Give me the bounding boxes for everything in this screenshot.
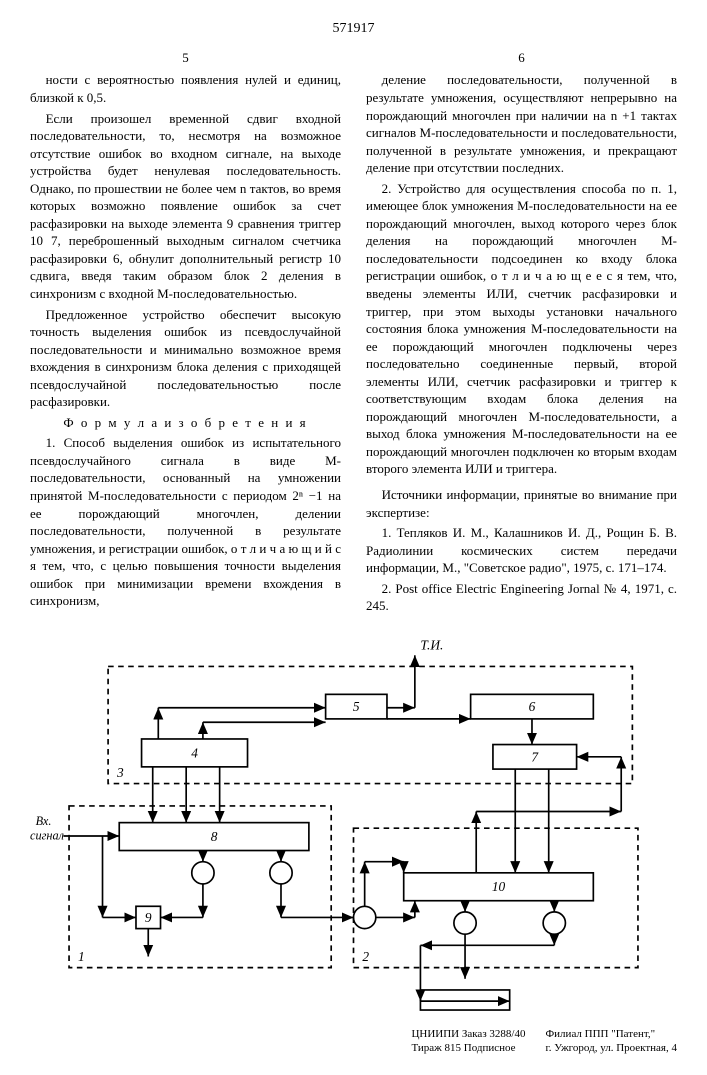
paragraph: 1. Способ выделения ошибок из испытатель… [30, 434, 341, 609]
sources-heading: Источники информации, принятые во вниман… [366, 486, 677, 521]
svg-text:1: 1 [78, 949, 85, 964]
left-column: 5 ности с вероятностью появления нулей и… [30, 49, 341, 618]
circuit-diagram: 3 1 2 4 5 6 7 8 9 10 Т.И. Вх.сигнал [30, 633, 677, 1017]
svg-text:4: 4 [191, 745, 198, 760]
paragraph: 2. Post office Electric Engineering Jorn… [366, 580, 677, 615]
paragraph: Если произошел временной сдвиг входной п… [30, 110, 341, 303]
svg-text:Т.И.: Т.И. [420, 638, 443, 653]
paragraph: 1. Тепляков И. М., Калашников И. Д., Рощ… [366, 524, 677, 577]
svg-text:сигнал: сигнал [30, 828, 64, 842]
document-number: 571917 [30, 20, 677, 39]
paragraph: деление последовательности, полученной в… [366, 71, 677, 176]
svg-text:3: 3 [116, 765, 124, 780]
sources-list: 1. Тепляков И. М., Калашников И. Д., Рощ… [366, 524, 677, 615]
right-column: 6 деление последовательности, полученной… [366, 49, 677, 618]
paragraph: ности с вероятностью появления нулей и е… [30, 71, 341, 106]
svg-text:2: 2 [362, 949, 369, 964]
svg-text:7: 7 [531, 749, 539, 764]
left-formula: 1. Способ выделения ошибок из испытатель… [30, 434, 341, 609]
right-col-number: 6 [366, 49, 677, 67]
footer-publisher: Филиал ППП "Патент,"г. Ужгород, ул. Прое… [545, 1027, 677, 1056]
svg-text:8: 8 [211, 829, 218, 844]
right-body: деление последовательности, полученной в… [366, 71, 677, 478]
left-col-number: 5 [30, 49, 341, 67]
two-column-layout: 5 ности с вероятностью появления нулей и… [30, 49, 677, 618]
svg-text:10: 10 [492, 879, 506, 894]
paragraph: Предложенное устройство обеспечит высоку… [30, 306, 341, 411]
svg-text:5: 5 [353, 699, 360, 714]
svg-text:Вх.: Вх. [36, 814, 52, 828]
svg-text:6: 6 [529, 699, 536, 714]
svg-text:9: 9 [145, 910, 152, 925]
left-body: ности с вероятностью появления нулей и е… [30, 71, 341, 410]
diagram-svg: 3 1 2 4 5 6 7 8 9 10 Т.И. Вх.сигнал [30, 633, 677, 1012]
formula-heading: Ф о р м у л а и з о б р е т е н и я [30, 414, 341, 432]
footer: ЦНИИПИ Заказ 3288/40Тираж 815 Подписное … [30, 1027, 677, 1056]
footer-order-info: ЦНИИПИ Заказ 3288/40Тираж 815 Подписное [411, 1027, 525, 1056]
paragraph: 2. Устройство для осуществления способа … [366, 180, 677, 478]
